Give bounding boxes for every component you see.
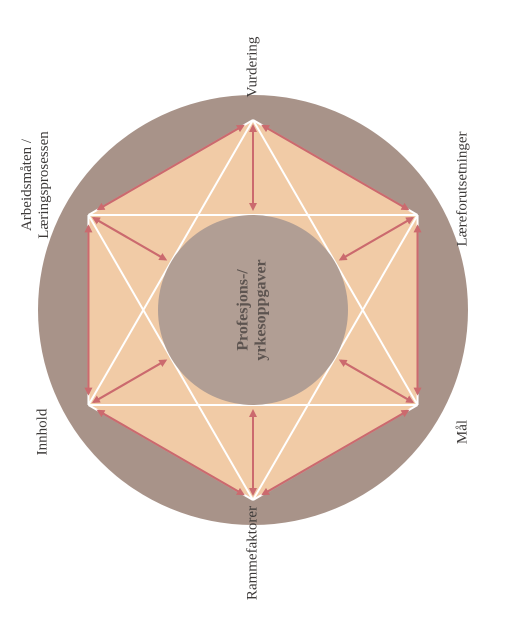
node-label-laere: Læreforutsetninger xyxy=(455,131,472,246)
node-label-mal: Mål xyxy=(455,419,472,443)
node-label-arbeid: Arbeidsmåten /Læringsprosessen xyxy=(18,131,53,239)
node-label-innhold: Innhold xyxy=(34,408,51,455)
center-label: Profesjons-/yrkesoppgaver xyxy=(235,259,272,360)
node-label-ramme: Rammefaktorer xyxy=(244,506,261,600)
diagram-stage: Mål Rammefaktorer Innhold Arbeidsmåten /Lær… xyxy=(0,0,506,621)
node-label-vurd: Vurdering xyxy=(244,37,261,98)
